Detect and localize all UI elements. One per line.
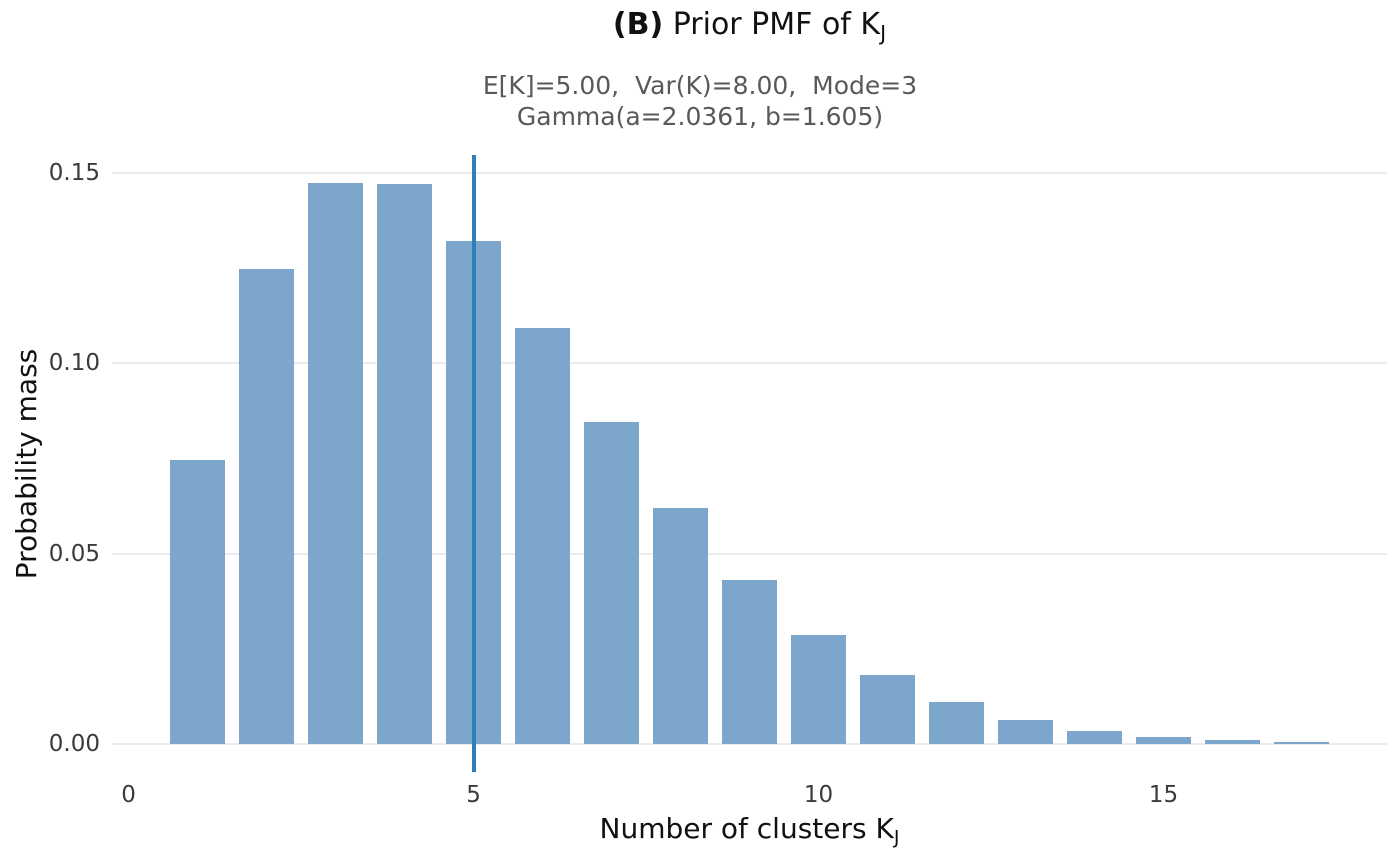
y-tick-label-0.10: 0.10 <box>48 350 100 377</box>
x-tick-label-0: 0 <box>121 782 136 808</box>
bar-k-3 <box>307 183 364 744</box>
x-tick-label-15: 15 <box>1148 782 1179 808</box>
gridline-y-0.1 <box>112 362 1387 365</box>
bar-k-9 <box>721 579 778 744</box>
gridline-y-0.15 <box>112 172 1387 175</box>
gridline-y-0.05 <box>112 552 1387 555</box>
bar-k-2 <box>238 269 295 744</box>
bar-k-14 <box>1066 730 1123 744</box>
y-tick-label-0.00: 0.00 <box>48 730 100 757</box>
y-tick-label-0.05: 0.05 <box>48 540 100 567</box>
subtitle-line-2: Gamma(a=2.0361, b=1.605) <box>516 102 884 131</box>
gridline-y-0 <box>112 742 1387 745</box>
x-tick-label-5: 5 <box>466 782 481 808</box>
subtitle-line-1: E[K]=5.00, Var(K)=8.00, Mode=3 <box>482 71 918 100</box>
x-axis-label-text: Number of clusters K <box>599 812 894 845</box>
bar-k-15 <box>1135 737 1192 744</box>
bar-k-17 <box>1273 741 1330 744</box>
chart-title-text: Prior PMF of K <box>663 7 881 42</box>
chart-title: (B) Prior PMF of KJ <box>112 6 1387 52</box>
y-tick-label-0.15: 0.15 <box>48 160 100 187</box>
chart-title-panel-letter: (B) <box>612 7 664 42</box>
bar-k-13 <box>997 719 1054 744</box>
bar-k-16 <box>1204 739 1261 744</box>
bar-k-6 <box>514 328 571 744</box>
bar-k-8 <box>652 507 709 744</box>
mean-vline <box>471 155 476 772</box>
plot-area <box>112 155 1387 772</box>
x-axis-label-subscript: J <box>893 826 900 849</box>
bar-k-1 <box>169 460 226 744</box>
chart-subtitle: E[K]=5.00, Var(K)=8.00, Mode=3 Gamma(a=2… <box>0 70 1400 132</box>
bar-k-10 <box>790 634 847 744</box>
chart-title-subscript: J <box>880 21 887 46</box>
x-axis-label: Number of clusters KJ <box>112 812 1387 855</box>
bar-k-12 <box>928 701 985 744</box>
y-axis-label: Probability mass <box>10 348 43 580</box>
bar-k-11 <box>859 674 916 744</box>
bar-k-4 <box>376 183 433 744</box>
x-tick-label-10: 10 <box>803 782 834 808</box>
bar-k-7 <box>583 422 640 744</box>
